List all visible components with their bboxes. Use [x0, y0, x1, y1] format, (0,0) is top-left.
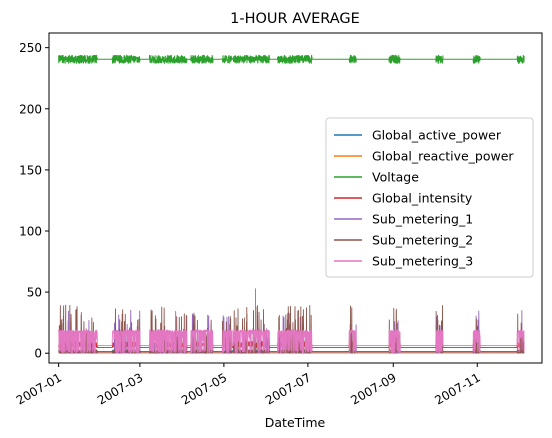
chart-title: 1-HOUR AVERAGE — [230, 11, 360, 27]
legend: Global_active_power Global_reactive_power… — [325, 117, 534, 278]
legend-label: Voltage — [372, 170, 419, 185]
y-tick-label: 150 — [19, 163, 42, 177]
x-tick-label: 2007-01 — [14, 370, 64, 407]
y-tick-label: 100 — [19, 225, 42, 239]
legend-label: Sub_metering_3 — [372, 254, 473, 269]
x-tick-label: 2007-03 — [95, 370, 145, 407]
x-axis-label: DateTime — [265, 415, 326, 430]
x-tick-label: 2007-05 — [179, 370, 229, 407]
legend-box — [325, 117, 534, 278]
legend-label: Global_intensity — [372, 191, 473, 206]
series-group — [58, 54, 525, 354]
x-axis: 2007-01 2007-03 2007-05 2007-07 2007-09 2007-… — [14, 363, 483, 408]
series-line-sub-metering-3 — [58, 329, 525, 354]
legend-label: Sub_metering_1 — [372, 212, 473, 227]
legend-label: Global_active_power — [372, 128, 502, 143]
series-line-voltage — [58, 54, 525, 64]
y-tick-label: 0 — [34, 347, 42, 361]
plot-frame — [48, 32, 543, 364]
x-tick-label: 2007-07 — [263, 370, 313, 407]
x-tick-label: 2007-09 — [348, 370, 398, 407]
y-tick-label: 250 — [19, 41, 42, 55]
x-tick-label: 2007-11 — [432, 370, 482, 407]
legend-label: Global_reactive_power — [372, 149, 514, 164]
legend-label: Sub_metering_2 — [372, 233, 473, 248]
y-axis: 0 50 100 150 200 250 — [19, 41, 49, 361]
y-tick-label: 200 — [19, 102, 42, 116]
y-tick-label: 50 — [27, 286, 42, 300]
